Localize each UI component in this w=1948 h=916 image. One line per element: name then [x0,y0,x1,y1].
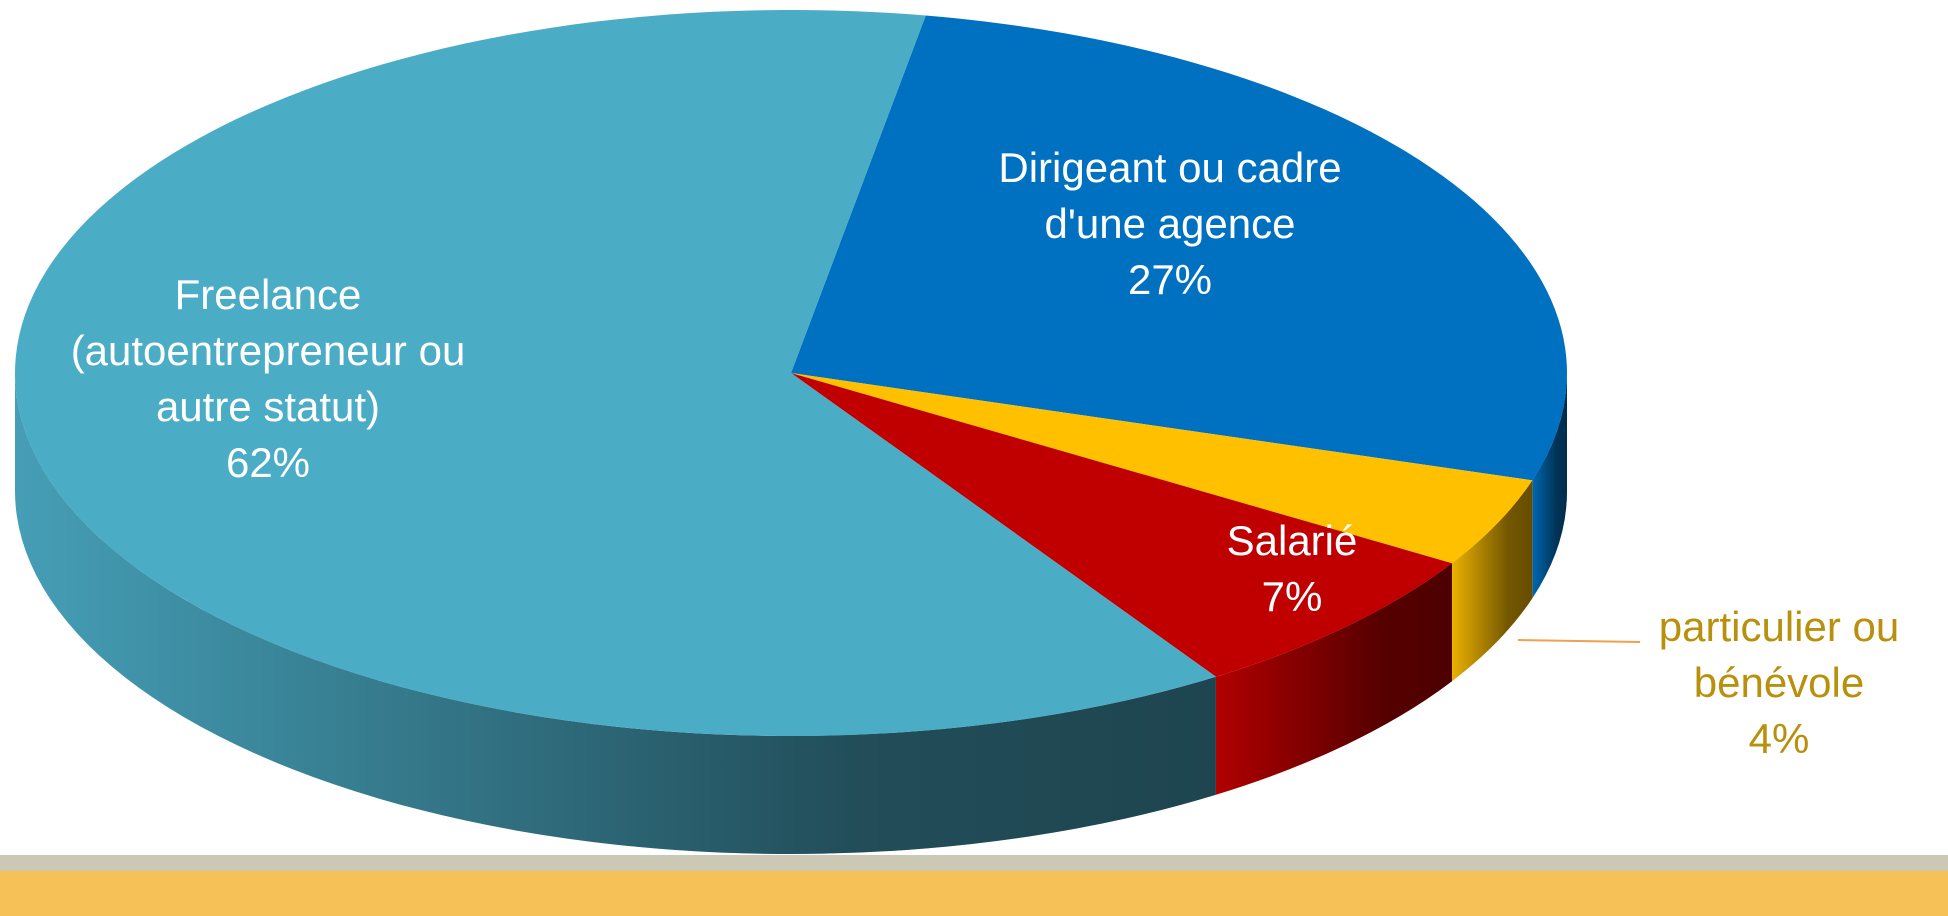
footer-stripe [0,855,1948,871]
slice-side-shade [1451,480,1533,682]
slice [791,373,1533,564]
slice [14,10,1216,737]
slice-side-shade [15,373,1216,854]
value-label: 7% [1261,573,1323,620]
slice-side-shade [1215,563,1452,795]
value-label: 4% [1748,715,1810,762]
category-label: Freelance (autoentrepreneur ou autre sta… [70,271,466,430]
value-label: 27% [1127,256,1213,303]
slice-side-shade [1532,373,1567,599]
footer-band [0,871,1948,916]
pie [14,10,1567,854]
data-label: Dirigeant ou cadre d'une agence 27% [960,140,1380,308]
data-label: Salarié 7% [1192,513,1392,625]
category-label: particulier ou bénévole [1658,603,1900,706]
slice [791,373,1452,677]
category-label: Dirigeant ou cadre d'une agence [998,144,1342,247]
leader-line [1517,639,1641,643]
slice [791,15,1567,481]
value-label: 62% [225,439,311,486]
data-label: Freelance (autoentrepreneur ou autre sta… [33,267,503,491]
category-label: Salarié [1226,517,1358,564]
data-label: particulier ou bénévole 4% [1634,599,1924,767]
